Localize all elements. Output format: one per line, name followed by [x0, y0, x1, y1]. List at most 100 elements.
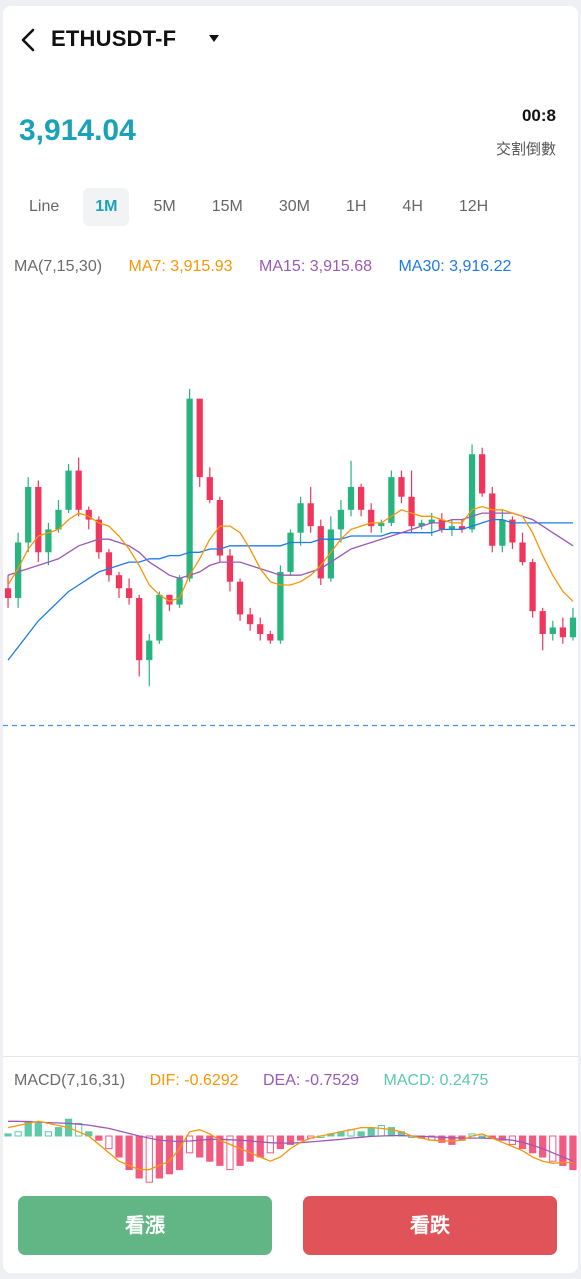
- macd-bar: [478, 1135, 486, 1138]
- candle-body: [398, 477, 405, 497]
- macd-bar: [539, 1135, 547, 1158]
- candle-body: [529, 562, 536, 612]
- macd-bar: [357, 1131, 365, 1137]
- candle-body: [378, 522, 385, 527]
- candle-body: [539, 611, 546, 634]
- candle-body: [499, 519, 506, 546]
- candle-body: [236, 581, 244, 615]
- tab-15m[interactable]: 15M: [211, 198, 243, 215]
- macd-bar: [95, 1135, 103, 1141]
- macd-bar: [75, 1122, 83, 1137]
- macd-legend-label: MACD(7,16,31): [14, 1072, 126, 1089]
- candle-body: [85, 509, 92, 520]
- candle-body: [368, 509, 375, 527]
- ma-legend: MA(7,15,30) MA7: 3,915.93 MA15: 3,915.68…: [14, 258, 533, 276]
- macd-chart[interactable]: [3, 1096, 578, 1186]
- countdown-label: 交割倒數: [495, 141, 556, 158]
- tab-1h[interactable]: 1H: [345, 198, 367, 215]
- symbol-title[interactable]: ETHUSDT-F: [51, 26, 177, 51]
- candle-body: [347, 486, 355, 510]
- candle-body: [196, 398, 203, 478]
- tab-line[interactable]: Line: [29, 198, 60, 215]
- chart-card: ETHUSDT-F 3,914.04 00:8 交割倒數 Line 1M 5M …: [3, 6, 578, 1273]
- macd-bar: [4, 1133, 12, 1137]
- macd-bar: [14, 1131, 22, 1137]
- ma7-line: [7, 505, 574, 603]
- macd-bar: [196, 1135, 204, 1158]
- macd-bar: [266, 1135, 274, 1154]
- current-price: 3,914.04: [19, 114, 136, 147]
- chevron-left-icon[interactable]: [17, 26, 41, 54]
- candle-body: [559, 627, 566, 638]
- dea-value: DEA: -0.7529: [263, 1072, 360, 1089]
- candle-body: [156, 594, 163, 641]
- candle-body: [136, 598, 143, 661]
- macd-bar: [206, 1135, 214, 1162]
- macd-bar: [226, 1135, 234, 1171]
- candle-body: [15, 542, 22, 599]
- tab-1m[interactable]: 1M: [83, 188, 130, 226]
- candle-body: [418, 522, 425, 527]
- candlestick-chart[interactable]: [3, 296, 578, 1046]
- buy-up-button[interactable]: 看漲: [18, 1196, 272, 1255]
- candle-body: [277, 571, 284, 641]
- caret-down-icon[interactable]: [207, 32, 221, 44]
- candle-body: [226, 555, 234, 582]
- dif-value: DIF: -0.6292: [149, 1072, 239, 1089]
- candle-body: [247, 614, 254, 625]
- candle-body: [25, 486, 32, 543]
- macd-bar: [145, 1135, 153, 1183]
- macd-bar: [155, 1135, 163, 1179]
- macd-bar: [276, 1135, 285, 1150]
- macd-bar: [256, 1135, 264, 1158]
- header: ETHUSDT-F: [3, 6, 578, 76]
- candle-body: [428, 519, 435, 523]
- candle-body: [307, 503, 314, 527]
- candle-body: [4, 588, 12, 599]
- candle-body: [146, 640, 153, 661]
- macd-bar: [34, 1122, 42, 1137]
- macd-bar: [569, 1135, 577, 1171]
- macd-bar: [54, 1127, 63, 1137]
- countdown-value: 00:8: [521, 106, 556, 125]
- macd-bar: [377, 1125, 385, 1137]
- candle-body: [105, 552, 113, 576]
- candle-body: [519, 542, 526, 563]
- candle-body: [267, 634, 274, 641]
- tab-30m[interactable]: 30M: [278, 198, 310, 215]
- candle-body: [257, 624, 264, 634]
- macd-bar: [296, 1135, 305, 1141]
- macd-bar: [367, 1127, 375, 1137]
- macd-value: MACD: 0.2475: [383, 1072, 489, 1089]
- candle-body: [287, 532, 294, 572]
- macd-bar: [125, 1135, 133, 1171]
- candle-body: [115, 575, 123, 589]
- tab-5m[interactable]: 5M: [153, 198, 176, 215]
- tab-12h[interactable]: 12H: [458, 198, 489, 215]
- candle-body: [35, 486, 42, 553]
- tab-4h[interactable]: 4H: [402, 198, 423, 215]
- candle-body: [176, 578, 183, 605]
- candle-body: [388, 477, 395, 523]
- macd-bar: [286, 1135, 295, 1145]
- macd-bar: [236, 1135, 244, 1166]
- macd-bar: [135, 1135, 143, 1179]
- candle-body: [297, 503, 304, 533]
- candle-body: [317, 526, 324, 579]
- candle-body: [327, 529, 334, 579]
- candle-body: [65, 470, 72, 510]
- buy-down-button[interactable]: 看跌: [303, 1196, 557, 1255]
- chart-divider: [3, 1056, 578, 1057]
- macd-bar: [498, 1135, 506, 1141]
- candle-body: [357, 486, 365, 510]
- macd-legend: MACD(7,16,31) DIF: -0.6292 DEA: -0.7529 …: [14, 1072, 508, 1090]
- macd-bar: [438, 1135, 446, 1143]
- candle-body: [509, 519, 516, 543]
- dif-line: [7, 1120, 573, 1171]
- candle-body: [166, 594, 173, 605]
- candle-body: [75, 470, 82, 510]
- macd-bar: [549, 1135, 557, 1162]
- candle-body: [438, 519, 445, 530]
- macd-bar: [44, 1131, 53, 1137]
- macd-bar: [246, 1135, 254, 1162]
